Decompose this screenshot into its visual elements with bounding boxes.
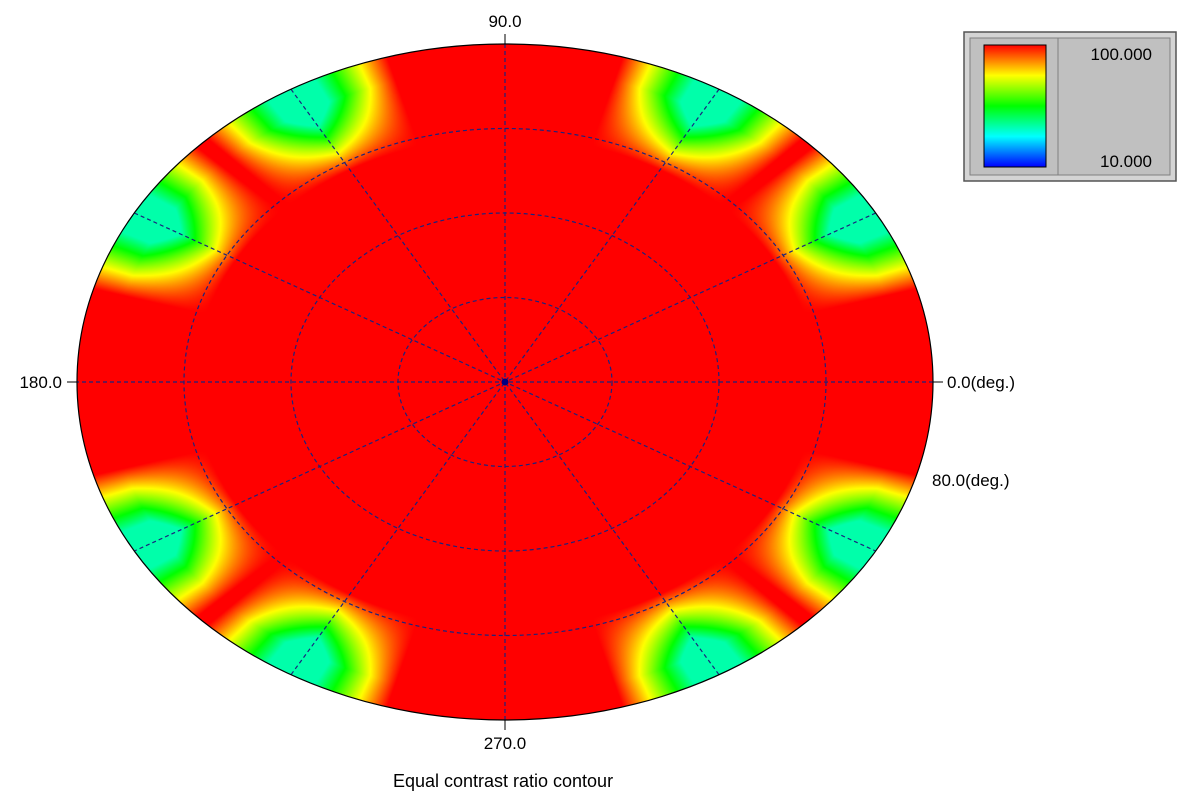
colorbar-gradient <box>984 45 1046 167</box>
angle-label-top: 90.0 <box>488 12 521 31</box>
angle-label-right: 0.0(deg.) <box>947 373 1015 392</box>
chart-title: Equal contrast ratio contour <box>393 771 613 791</box>
angle-label-bottom: 270.0 <box>484 734 527 753</box>
colorbar-legend: 100.000 10.000 <box>964 32 1176 181</box>
radius-label: 80.0(deg.) <box>932 471 1010 490</box>
colorbar-max-label: 100.000 <box>1091 45 1152 64</box>
center-dot <box>502 379 509 386</box>
colorbar-min-label: 10.000 <box>1100 152 1152 171</box>
angle-label-left: 180.0 <box>19 373 62 392</box>
